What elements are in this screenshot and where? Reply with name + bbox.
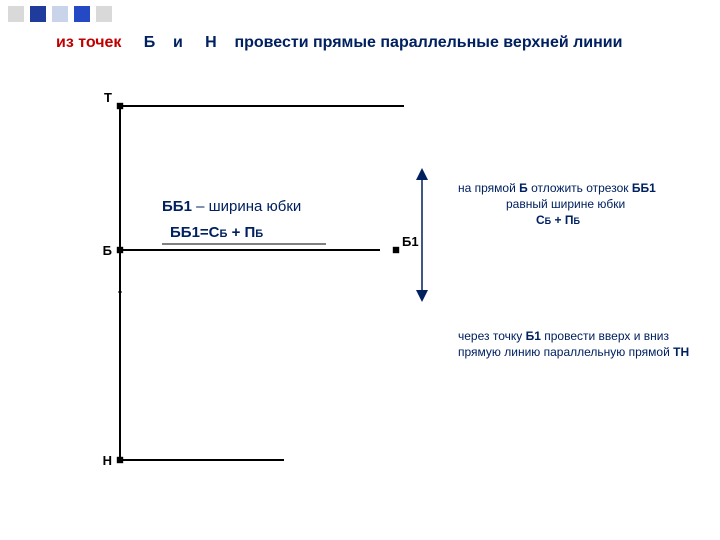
label-T: Т	[104, 90, 112, 105]
point-T	[117, 103, 123, 109]
point-H	[117, 457, 123, 463]
label-B1: Б1	[402, 234, 419, 249]
point-B	[117, 247, 123, 253]
label-H: Н	[103, 453, 112, 468]
label-B: Б	[103, 243, 112, 258]
point-B1	[393, 247, 399, 253]
tick-mark	[118, 290, 122, 294]
diagram-canvas: Т Б Н Б1	[0, 0, 720, 540]
